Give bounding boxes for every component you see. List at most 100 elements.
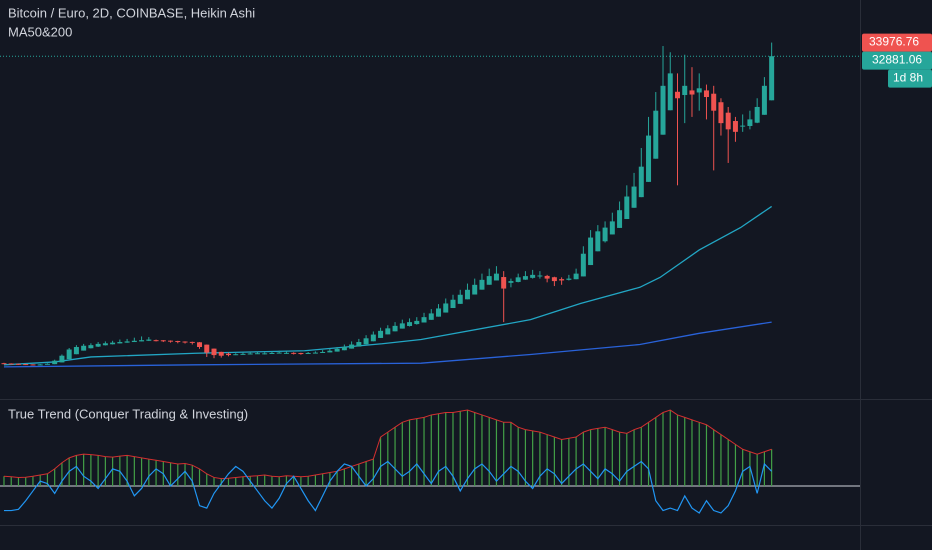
candle-body: [363, 338, 369, 345]
labels: 33976.76 32881.06 1d 8h: [862, 33, 932, 88]
candle-body: [189, 341, 195, 343]
candle-body: [66, 349, 72, 360]
candle-body: [493, 273, 499, 281]
candle-body: [378, 330, 384, 338]
candle-body: [667, 73, 673, 111]
candle-body: [464, 289, 470, 300]
candle-body: [356, 342, 362, 347]
candle-body: [479, 279, 485, 290]
candle-body: [544, 275, 550, 279]
candle-body: [254, 353, 260, 355]
candle-body: [312, 352, 318, 354]
countdown-box: [888, 69, 932, 88]
candle-body: [117, 342, 123, 344]
candle-body: [385, 328, 391, 335]
candle-body: [530, 274, 536, 278]
chart-subtitle: MA50&200: [8, 24, 72, 39]
candle-body: [522, 276, 528, 280]
candle-body: [52, 360, 58, 365]
moving-average-line: [3, 321, 772, 368]
candle-body: [73, 347, 79, 355]
candle-body: [23, 364, 29, 366]
candle-body: [740, 125, 746, 127]
candle-body: [15, 363, 21, 365]
candle-body: [689, 90, 695, 95]
candle-body: [559, 279, 565, 281]
candle-body: [537, 275, 543, 277]
candle-body: [399, 323, 405, 329]
candle-body: [653, 110, 659, 159]
candle-body: [334, 348, 340, 352]
candle-body: [139, 340, 145, 342]
countdown-label: 1d 8h: [893, 71, 923, 85]
candle-body: [428, 313, 434, 320]
candle-body: [44, 363, 50, 365]
candle-body: [298, 353, 304, 355]
candle-body: [240, 353, 246, 355]
candle-body: [588, 237, 594, 266]
histogram-outline: [3, 409, 772, 480]
candle-body: [696, 88, 702, 93]
candle-body: [602, 227, 608, 242]
candle-body: [761, 85, 767, 115]
candle-body: [732, 121, 738, 132]
candle-body: [370, 334, 376, 342]
candle-body: [501, 277, 507, 289]
high-price-label: 33976.76: [869, 35, 919, 49]
candle-body: [472, 284, 478, 295]
candle-body: [421, 317, 427, 323]
candle-body: [682, 85, 688, 96]
candle-body: [131, 340, 137, 343]
candle-body: [88, 345, 94, 349]
high-price-box: [862, 33, 932, 52]
candle-body: [233, 354, 239, 356]
candle-body: [81, 345, 87, 351]
candle-body: [153, 340, 159, 342]
candle-body: [320, 351, 326, 353]
moving-average-line: [3, 205, 773, 366]
candle-body: [725, 112, 731, 130]
candle-body: [609, 221, 615, 235]
candle-body: [631, 186, 637, 208]
candle-body: [754, 106, 760, 123]
candle-body: [436, 308, 442, 317]
candle-body: [327, 350, 333, 353]
candle-body: [283, 352, 289, 354]
candle-body: [769, 56, 775, 101]
candle-body: [711, 93, 717, 111]
candle-body: [718, 102, 724, 124]
candle-body: [211, 348, 217, 356]
candle-body: [37, 364, 43, 366]
candle-body: [515, 277, 521, 282]
candle-body: [747, 119, 753, 126]
candle-body: [276, 352, 282, 354]
candle-body: [638, 166, 644, 198]
candle-body: [168, 340, 174, 342]
candle-body: [703, 90, 709, 98]
candle-body: [660, 85, 666, 135]
last-price-label: 32881.06: [872, 53, 922, 67]
candle-body: [59, 355, 65, 363]
candle-body: [225, 353, 231, 356]
candle-body: [486, 276, 492, 285]
candle-body: [197, 342, 203, 348]
trend-line: [3, 460, 773, 514]
candle-body: [8, 363, 14, 365]
candle-body: [175, 341, 181, 343]
candle-body: [160, 340, 166, 342]
candle-body: [407, 322, 413, 326]
candle-body: [573, 273, 579, 280]
last-price-box: [862, 51, 932, 70]
candle-body: [646, 135, 652, 182]
candle-body: [291, 352, 297, 354]
candle-body: [443, 303, 449, 313]
candle-body: [457, 294, 463, 304]
candle-body: [204, 344, 210, 353]
indicator-title: True Trend (Conquer Trading & Investing): [8, 406, 248, 421]
candle-body: [450, 299, 456, 309]
candle-body: [95, 343, 101, 347]
candle-body: [624, 196, 630, 220]
candle-body: [262, 353, 268, 355]
candle-body: [551, 277, 557, 282]
